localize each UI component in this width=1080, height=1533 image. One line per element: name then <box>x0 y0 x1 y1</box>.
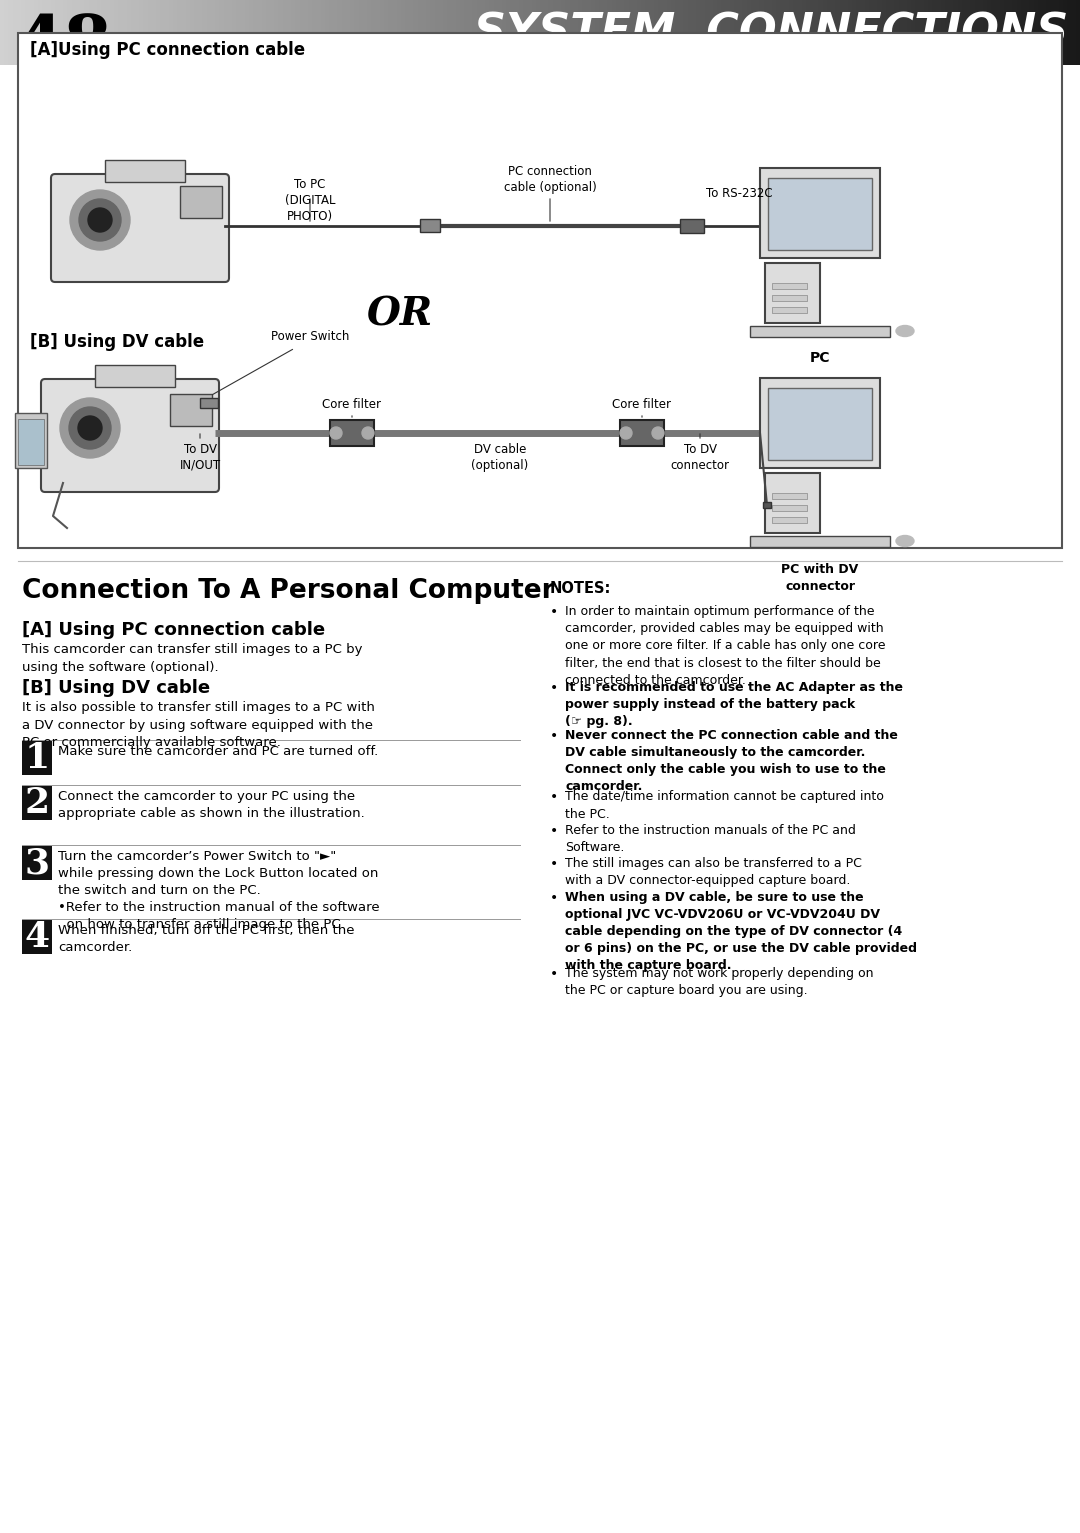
Bar <box>95 365 175 386</box>
Bar <box>772 307 807 313</box>
Bar <box>768 178 872 250</box>
Bar <box>765 264 820 323</box>
Bar <box>22 920 52 954</box>
Bar <box>22 786 52 820</box>
Text: Connection To A Personal Computer: Connection To A Personal Computer <box>22 578 555 604</box>
Text: To DV
IN/OUT: To DV IN/OUT <box>179 443 220 472</box>
Text: Turn the camcorder’s Power Switch to "►"
while pressing down the Lock Button loc: Turn the camcorder’s Power Switch to "►"… <box>58 849 380 931</box>
Circle shape <box>87 208 112 231</box>
Text: The date/time information cannot be captured into
the PC.: The date/time information cannot be capt… <box>565 791 883 820</box>
Ellipse shape <box>896 535 914 546</box>
Circle shape <box>70 190 130 250</box>
Bar <box>105 159 185 182</box>
Text: Core filter: Core filter <box>323 399 381 411</box>
Bar <box>180 185 222 218</box>
Text: [B] Using DV cable: [B] Using DV cable <box>22 679 211 698</box>
Text: Make sure the camcorder and PC are turned off.: Make sure the camcorder and PC are turne… <box>58 745 378 757</box>
Bar <box>22 846 52 880</box>
Text: Core filter: Core filter <box>612 399 672 411</box>
Text: [A] Using PC connection cable: [A] Using PC connection cable <box>22 621 325 639</box>
Text: •: • <box>550 681 558 694</box>
Bar <box>200 399 218 408</box>
Text: •: • <box>550 791 558 805</box>
Text: Never connect the PC connection cable and the
DV cable simultaneously to the cam: Never connect the PC connection cable an… <box>565 728 897 793</box>
Bar <box>762 501 771 507</box>
Bar <box>772 504 807 510</box>
Circle shape <box>362 428 374 438</box>
FancyBboxPatch shape <box>41 379 219 492</box>
Text: It is recommended to use the AC Adapter as the
power supply instead of the batte: It is recommended to use the AC Adapter … <box>565 681 903 728</box>
Text: When finished, turn off the PC first, then the
camcorder.: When finished, turn off the PC first, th… <box>58 924 354 954</box>
Bar <box>772 517 807 523</box>
Ellipse shape <box>896 325 914 337</box>
Bar <box>750 327 890 337</box>
Text: Power Switch: Power Switch <box>271 330 349 343</box>
Text: •: • <box>550 891 558 904</box>
Text: SYSTEM  CONNECTIONS: SYSTEM CONNECTIONS <box>474 12 1068 55</box>
Bar <box>620 420 664 446</box>
Text: It is also possible to transfer still images to a PC with
a DV connector by usin: It is also possible to transfer still im… <box>22 701 375 750</box>
Bar <box>750 537 890 547</box>
Text: Refer to the instruction manuals of the PC and
Software.: Refer to the instruction manuals of the … <box>565 823 855 854</box>
Bar <box>772 294 807 300</box>
Text: OR: OR <box>367 296 433 334</box>
Text: NOTES:: NOTES: <box>550 581 611 596</box>
Text: •: • <box>550 728 558 742</box>
Bar <box>760 169 880 258</box>
Bar <box>768 388 872 460</box>
Text: •: • <box>550 967 558 981</box>
Text: •: • <box>550 857 558 871</box>
Text: Connect the camcorder to your PC using the
appropriate cable as shown in the ill: Connect the camcorder to your PC using t… <box>58 789 365 820</box>
Text: PC connection
cable (optional): PC connection cable (optional) <box>503 166 596 195</box>
Bar <box>15 412 48 468</box>
Text: To DV
connector: To DV connector <box>671 443 729 472</box>
Bar <box>772 494 807 500</box>
Circle shape <box>60 399 120 458</box>
Bar <box>760 379 880 468</box>
Text: PC: PC <box>810 351 831 365</box>
Text: [A]Using PC connection cable: [A]Using PC connection cable <box>30 41 306 58</box>
Text: •: • <box>550 606 558 619</box>
Circle shape <box>78 415 102 440</box>
Text: 4: 4 <box>25 920 50 954</box>
Bar <box>18 419 44 464</box>
Text: 48: 48 <box>15 12 111 80</box>
Text: •: • <box>550 823 558 839</box>
Circle shape <box>330 428 342 438</box>
Text: In order to maintain optimum performance of the
camcorder, provided cables may b: In order to maintain optimum performance… <box>565 606 886 687</box>
Text: [B] Using DV cable: [B] Using DV cable <box>30 333 204 351</box>
Text: The system may not work properly depending on
the PC or capture board you are us: The system may not work properly dependi… <box>565 967 874 996</box>
Bar <box>420 219 440 231</box>
Text: 2: 2 <box>25 786 50 820</box>
Text: To RS-232C: To RS-232C <box>706 187 772 199</box>
FancyBboxPatch shape <box>51 175 229 282</box>
Text: PC with DV
connector: PC with DV connector <box>781 563 859 593</box>
Circle shape <box>69 406 111 449</box>
Text: To PC
(DIGITAL
PHOTO): To PC (DIGITAL PHOTO) <box>285 178 335 222</box>
Bar <box>170 394 212 426</box>
Text: 1: 1 <box>25 740 50 776</box>
Bar <box>680 219 704 233</box>
Circle shape <box>79 199 121 241</box>
Bar <box>765 474 820 533</box>
Bar <box>772 284 807 290</box>
Bar <box>22 740 52 776</box>
Text: The still images can also be transferred to a PC
with a DV connector-equipped ca: The still images can also be transferred… <box>565 857 862 888</box>
Text: EN: EN <box>78 34 116 55</box>
Text: DV cable
(optional): DV cable (optional) <box>471 443 528 472</box>
Circle shape <box>620 428 632 438</box>
Text: 3: 3 <box>25 846 50 880</box>
Text: When using a DV cable, be sure to use the
optional JVC VC-VDV206U or VC-VDV204U : When using a DV cable, be sure to use th… <box>565 891 917 972</box>
Text: This camcorder can transfer still images to a PC by
using the software (optional: This camcorder can transfer still images… <box>22 642 363 673</box>
Bar <box>18 34 1062 547</box>
Circle shape <box>652 428 664 438</box>
Bar <box>330 420 374 446</box>
